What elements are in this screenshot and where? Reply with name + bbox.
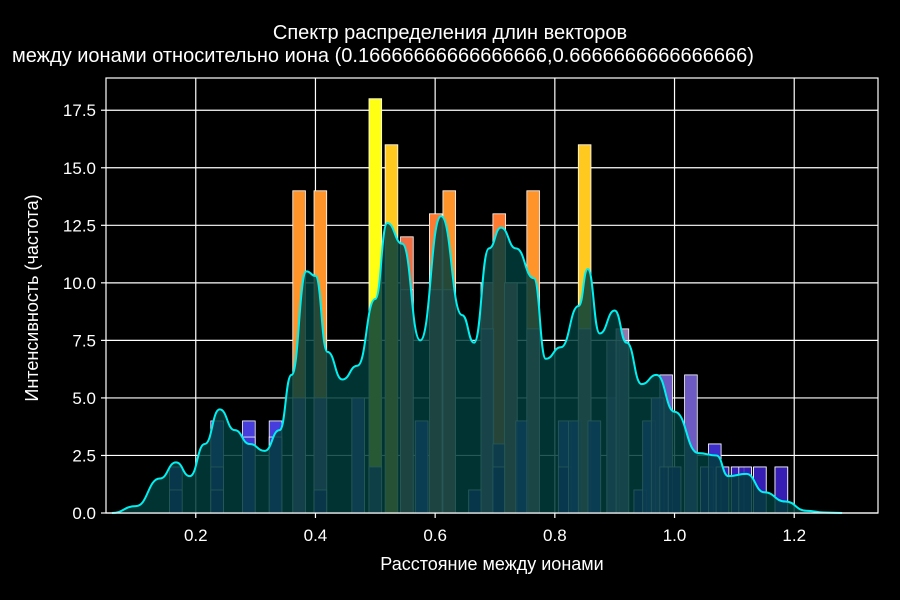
y-tick-label: 2.5 (72, 446, 96, 465)
x-tick-label: 1.2 (782, 526, 806, 545)
y-axis-label: Интенсивность (частота) (22, 194, 42, 401)
x-tick-label: 0.6 (423, 526, 447, 545)
x-tick-label: 0.8 (543, 526, 567, 545)
y-tick-label: 17.5 (63, 101, 96, 120)
kde-layer (111, 215, 843, 514)
y-tick-label: 0.0 (72, 504, 96, 523)
y-tick-label: 7.5 (72, 331, 96, 350)
y-tick-label: 15.0 (63, 159, 96, 178)
chart-title-line-2: между ионами относительно иона (0.166666… (12, 45, 754, 67)
x-tick-label: 0.4 (304, 526, 328, 545)
x-tick-label: 0.2 (184, 526, 208, 545)
x-axis-label: Расстояние между ионами (380, 554, 603, 574)
x-tick-label: 1.0 (663, 526, 687, 545)
kde-area (111, 216, 843, 513)
y-tick-label: 12.5 (63, 216, 96, 235)
x-axis-ticks: 0.2 0.4 0.6 0.8 1.0 1.2 (184, 513, 806, 545)
chart-title-line-1: Спектр распределения длин векторов (272, 22, 628, 44)
y-axis-ticks: 0.0 2.5 5.0 7.5 10.0 12.5 15.0 17.5 (63, 101, 106, 523)
y-tick-label: 5.0 (72, 389, 96, 408)
plot-frame (105, 77, 879, 514)
y-tick-label: 10.0 (63, 274, 96, 293)
kde-curve (111, 215, 843, 514)
